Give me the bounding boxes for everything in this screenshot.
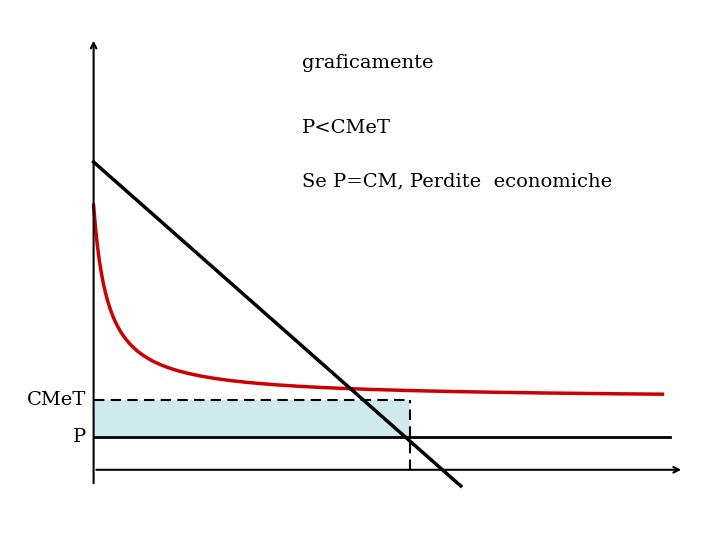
- Text: Se P=CM, Perdite  economiche: Se P=CM, Perdite economiche: [302, 173, 613, 191]
- Text: CMeT: CMeT: [27, 390, 86, 409]
- Bar: [94, 400, 410, 437]
- Text: P<CMeT: P<CMeT: [302, 119, 392, 137]
- Text: P: P: [73, 428, 86, 447]
- Text: graficamente: graficamente: [302, 54, 434, 72]
